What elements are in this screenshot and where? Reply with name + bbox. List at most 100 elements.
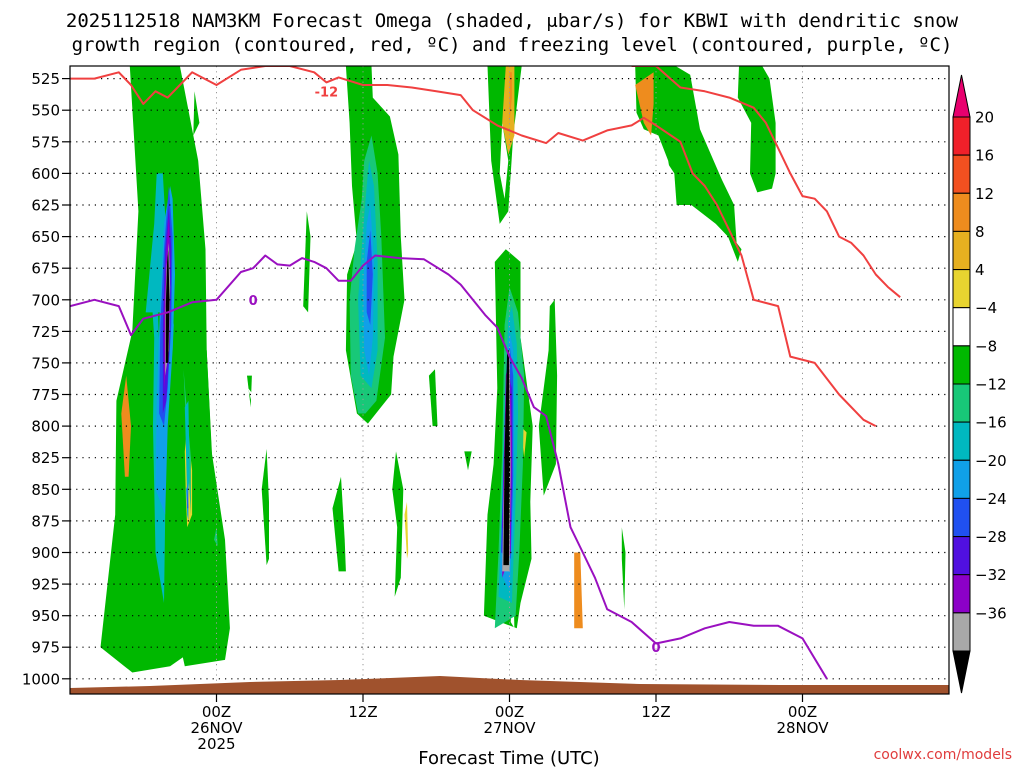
omega-region-39 xyxy=(574,552,583,629)
colorbar-bin-1 xyxy=(952,116,971,156)
y-tick-label-950: 950 xyxy=(31,607,60,625)
colorbar-bottom-triangle xyxy=(952,650,971,694)
omega-region-6 xyxy=(332,476,346,572)
omega-region-13 xyxy=(538,299,558,496)
colorbar-label-12: −32 xyxy=(975,566,1007,584)
omega-region-18 xyxy=(404,501,409,559)
colorbar-bin-5 xyxy=(952,269,971,309)
y-tick-label-1000: 1000 xyxy=(22,670,60,688)
omega-region-22 xyxy=(638,400,669,648)
omega-region-34 xyxy=(499,122,509,199)
omega-region-5 xyxy=(303,211,311,313)
x-tick-label-24-2: 27NOV xyxy=(483,719,536,737)
terrain-surface xyxy=(70,676,949,694)
y-tick-label-800: 800 xyxy=(31,418,60,436)
colorbar-bin-9 xyxy=(952,421,971,461)
y-tick-label-975: 975 xyxy=(31,639,60,657)
omega-region-31 xyxy=(631,122,637,136)
colorbar-label-3: 8 xyxy=(975,223,985,241)
omega-region-28 xyxy=(321,501,324,540)
contour-lines xyxy=(70,66,901,680)
omega-region-3 xyxy=(261,448,269,566)
x-tick-label-0-3: 2025 xyxy=(197,735,235,753)
y-tick-label-875: 875 xyxy=(31,512,60,530)
omega-region-64 xyxy=(503,350,511,566)
x-tick-label-48-1: 00Z xyxy=(788,703,817,721)
contour-label-2: 0 xyxy=(651,641,660,656)
colorbar-bin-3 xyxy=(952,192,971,232)
omega-region-21 xyxy=(553,539,562,603)
colorbar-bin-2 xyxy=(952,154,971,194)
colorbar-bin-10 xyxy=(952,459,971,499)
omega-region-41 xyxy=(214,527,218,547)
y-tick-label-750: 750 xyxy=(31,354,60,372)
grid-lines xyxy=(70,66,949,694)
omega-region-8 xyxy=(392,451,404,597)
omega-shading xyxy=(100,66,825,673)
omega-region-55 xyxy=(366,230,373,325)
omega-region-30 xyxy=(248,388,255,414)
omega-region-9 xyxy=(428,369,438,427)
contour-labels: -12 0 0 xyxy=(249,85,661,656)
omega-region-54 xyxy=(187,483,189,509)
y-tick-label-850: 850 xyxy=(31,481,60,499)
chart-title-line2: growth region (contoured, red, ºC) and f… xyxy=(72,34,953,56)
colorbar-label-4: 4 xyxy=(975,261,985,279)
y-tick-label-625: 625 xyxy=(31,197,60,215)
contour-line-2 xyxy=(70,254,828,680)
omega-region-1 xyxy=(170,344,230,667)
colorbar-label-10: −24 xyxy=(975,490,1007,508)
colorbar-bin-6 xyxy=(952,307,971,347)
y-tick-label-675: 675 xyxy=(31,260,60,278)
contour-line-1 xyxy=(631,66,901,298)
colorbar-bin-13 xyxy=(952,574,971,614)
colorbar-bin-14 xyxy=(952,612,971,652)
x-tick-label-36-1: 12Z xyxy=(641,703,670,721)
colorbar-label-2: 12 xyxy=(975,185,994,203)
x-tick-label-0-2: 26NOV xyxy=(190,719,243,737)
colorbar: 20 16 12 8 4 −4 −8 −12 −16 −20 −24 −28 −32 −36 xyxy=(952,74,1007,694)
omega-region-23 xyxy=(635,394,641,427)
omega-region-15 xyxy=(737,66,776,193)
y-axis: 525 550 575 600 625 650 675 700 725 750 775 800 825 8… xyxy=(22,70,70,688)
x-tick-label-24-1: 00Z xyxy=(495,703,524,721)
chart-title-line1: 2025112518 NAM3KM Forecast Omega (shaded… xyxy=(66,10,959,32)
omega-region-2 xyxy=(193,91,200,136)
omega-region-27 xyxy=(337,66,343,98)
colorbar-label-6: −8 xyxy=(975,337,997,355)
y-tick-label-900: 900 xyxy=(31,544,60,562)
colorbar-bin-8 xyxy=(952,383,971,423)
y-tick-label-550: 550 xyxy=(31,102,60,120)
colorbar-label-1: 16 xyxy=(975,147,994,165)
omega-region-33 xyxy=(653,141,678,237)
x-axis-label: Forecast Time (UTC) xyxy=(418,748,599,768)
y-tick-label-925: 925 xyxy=(31,576,60,594)
omega-region-24 xyxy=(731,520,776,629)
colorbar-label-11: −28 xyxy=(975,528,1007,546)
colorbar-bin-4 xyxy=(952,230,971,270)
y-tick-label-525: 525 xyxy=(31,70,60,88)
contour-label-1: 0 xyxy=(249,294,258,309)
colorbar-label-0: 20 xyxy=(975,109,994,127)
y-tick-label-725: 725 xyxy=(31,323,60,341)
omega-region-10 xyxy=(464,451,472,471)
colorbar-bin-11 xyxy=(952,497,971,537)
colorbar-label-13: −36 xyxy=(975,604,1007,622)
credit-text: coolwx.com/models xyxy=(874,747,1012,763)
colorbar-label-7: −12 xyxy=(975,376,1007,394)
omega-region-63 xyxy=(165,249,170,363)
y-tick-label-775: 775 xyxy=(31,386,60,404)
x-tick-label-48-2: 28NOV xyxy=(776,719,829,737)
y-tick-label-600: 600 xyxy=(31,165,60,183)
y-tick-label-700: 700 xyxy=(31,291,60,309)
colorbar-top-triangle xyxy=(952,74,971,118)
y-tick-label-650: 650 xyxy=(31,228,60,246)
y-tick-label-825: 825 xyxy=(31,449,60,467)
colorbar-bin-7 xyxy=(952,345,971,385)
omega-region-35 xyxy=(635,72,654,136)
x-tick-label-0-1: 00Z xyxy=(202,703,231,721)
omega-region-37 xyxy=(509,72,512,123)
colorbar-bin-12 xyxy=(952,536,971,576)
colorbar-label-8: −16 xyxy=(975,414,1007,432)
